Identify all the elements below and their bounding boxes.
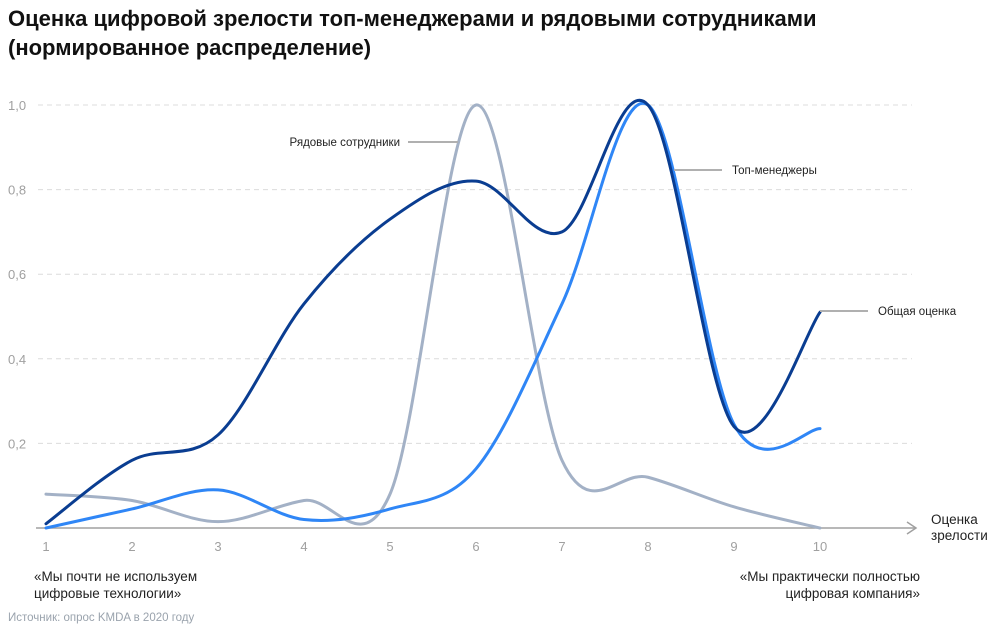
chart-title: Оценка цифровой зрелости топ-менеджерами…	[8, 4, 817, 62]
y-tick-label: 0,2	[8, 436, 26, 451]
x-tick-label: 6	[472, 539, 479, 554]
subtitle-line: (нормированное распределение)	[8, 35, 372, 60]
y-tick-label: 0,8	[8, 183, 26, 198]
series-line-0	[44, 99, 822, 526]
x-axis-arrow	[906, 521, 918, 535]
x-tick-label: 1	[42, 539, 49, 554]
y-tick-label: 0,4	[8, 352, 26, 367]
x-tick-label: 10	[813, 539, 827, 554]
x-tick-label: 4	[300, 539, 307, 554]
series-line-1	[44, 101, 822, 530]
y-tick-label: 0,6	[8, 267, 26, 282]
x-tick-label: 3	[214, 539, 221, 554]
left-axis-note: «Мы почти не используем цифровые техноло…	[34, 569, 198, 601]
right-axis-note: «Мы практически полностью цифровая компа…	[739, 569, 920, 601]
source-note: Источник: опрос KMDA в 2020 году	[8, 612, 195, 624]
y-tick-label: 1,0	[8, 98, 26, 113]
title-line: Оценка цифровой зрелости топ-менеджерами…	[8, 6, 817, 31]
series-label: Топ-менеджеры	[732, 165, 817, 177]
x-tick-label: 7	[558, 539, 565, 554]
series-label: Общая оценка	[878, 306, 957, 318]
x-tick-label: 2	[128, 539, 135, 554]
x-axis-label: зрелости	[931, 528, 988, 543]
x-axis-label: Оценка	[931, 512, 978, 527]
x-tick-label: 9	[730, 539, 737, 554]
x-tick-label: 8	[644, 539, 651, 554]
series-label: Рядовые сотрудники	[290, 137, 400, 149]
series-line-2	[44, 103, 822, 530]
x-tick-label: 5	[386, 539, 393, 554]
